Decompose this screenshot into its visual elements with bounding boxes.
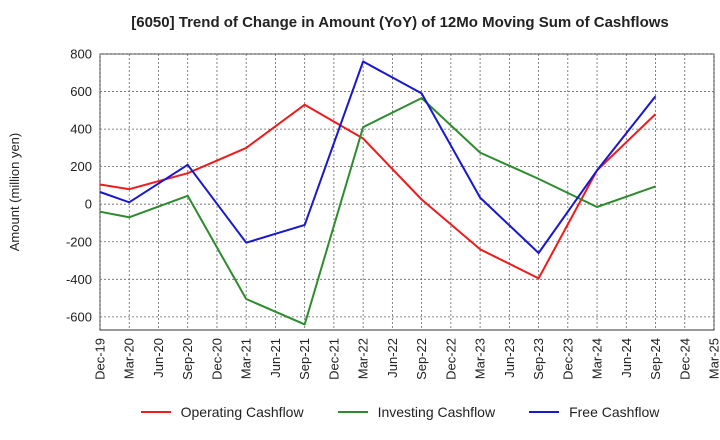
x-tick-label: Sep-22: [414, 338, 429, 380]
x-tick-label: Dec-20: [209, 338, 224, 380]
x-tick-label: Dec-19: [93, 338, 108, 380]
y-axis-ticks: -600 -400 -200 0 200 400 600 800: [66, 47, 92, 325]
x-tick-label: Dec-22: [443, 338, 458, 380]
legend-item-investing: Investing Cashflow: [337, 404, 496, 420]
x-tick-label: Sep-24: [648, 338, 663, 380]
legend-item-free: Free Cashflow: [529, 404, 659, 420]
x-tick-label: Jun-23: [502, 338, 517, 378]
series-lines: [99, 60, 657, 326]
x-tick-label: Dec-24: [677, 338, 692, 380]
y-tick-label: 400: [70, 122, 92, 137]
x-tick-label: Dec-23: [560, 338, 575, 380]
plot-frame: [99, 53, 715, 331]
x-tick-label: Mar-24: [590, 338, 605, 379]
y-axis-title: Amount (million yen): [7, 133, 22, 252]
x-tick-label: Jun-21: [268, 338, 283, 378]
x-tick-label: Sep-20: [180, 338, 195, 380]
x-tick-label: Jun-22: [385, 338, 400, 378]
x-tick-label: Mar-20: [122, 338, 137, 379]
legend: Operating Cashflow Investing Cashflow Fr…: [0, 404, 720, 420]
x-tick-label: Sep-23: [531, 338, 546, 380]
grid-lines: [99, 53, 715, 330]
series-line-investing-cashflow: [99, 97, 656, 326]
legend-swatch-operating: [140, 411, 171, 413]
series-line-operating-cashflow: [99, 103, 657, 280]
legend-item-operating: Operating Cashflow: [140, 404, 304, 420]
y-tick-label: 0: [85, 197, 92, 212]
x-tick-label: Dec-21: [326, 338, 341, 380]
legend-swatch-free: [529, 411, 560, 413]
legend-label-free: Free Cashflow: [569, 404, 660, 420]
y-tick-label: -600: [66, 309, 92, 324]
x-tick-label: Sep-21: [297, 338, 312, 380]
x-tick-label: Jun-24: [619, 338, 634, 378]
series-line-free-cashflow: [99, 60, 657, 254]
x-tick-label: Mar-23: [473, 338, 488, 379]
x-axis-ticks: Dec-19 Mar-20 Jun-20 Sep-20 Dec-20 Mar-21 Jun-…: [93, 338, 720, 380]
legend-label-investing: Investing Cashflow: [377, 404, 496, 420]
legend-swatch-investing: [337, 411, 368, 413]
x-tick-label: Mar-25: [707, 338, 720, 379]
chart-title: [6050] Trend of Change in Amount (YoY) o…: [131, 14, 669, 31]
x-tick-label: Jun-20: [151, 338, 166, 378]
y-tick-label: 200: [70, 159, 92, 174]
x-tick-label: Mar-22: [356, 338, 371, 379]
y-tick-label: 800: [70, 47, 92, 62]
y-tick-label: -400: [66, 272, 92, 287]
y-tick-label: 600: [70, 84, 92, 99]
legend-label-operating: Operating Cashflow: [180, 404, 304, 420]
y-tick-label: -200: [66, 234, 92, 249]
x-tick-label: Mar-21: [239, 338, 254, 379]
